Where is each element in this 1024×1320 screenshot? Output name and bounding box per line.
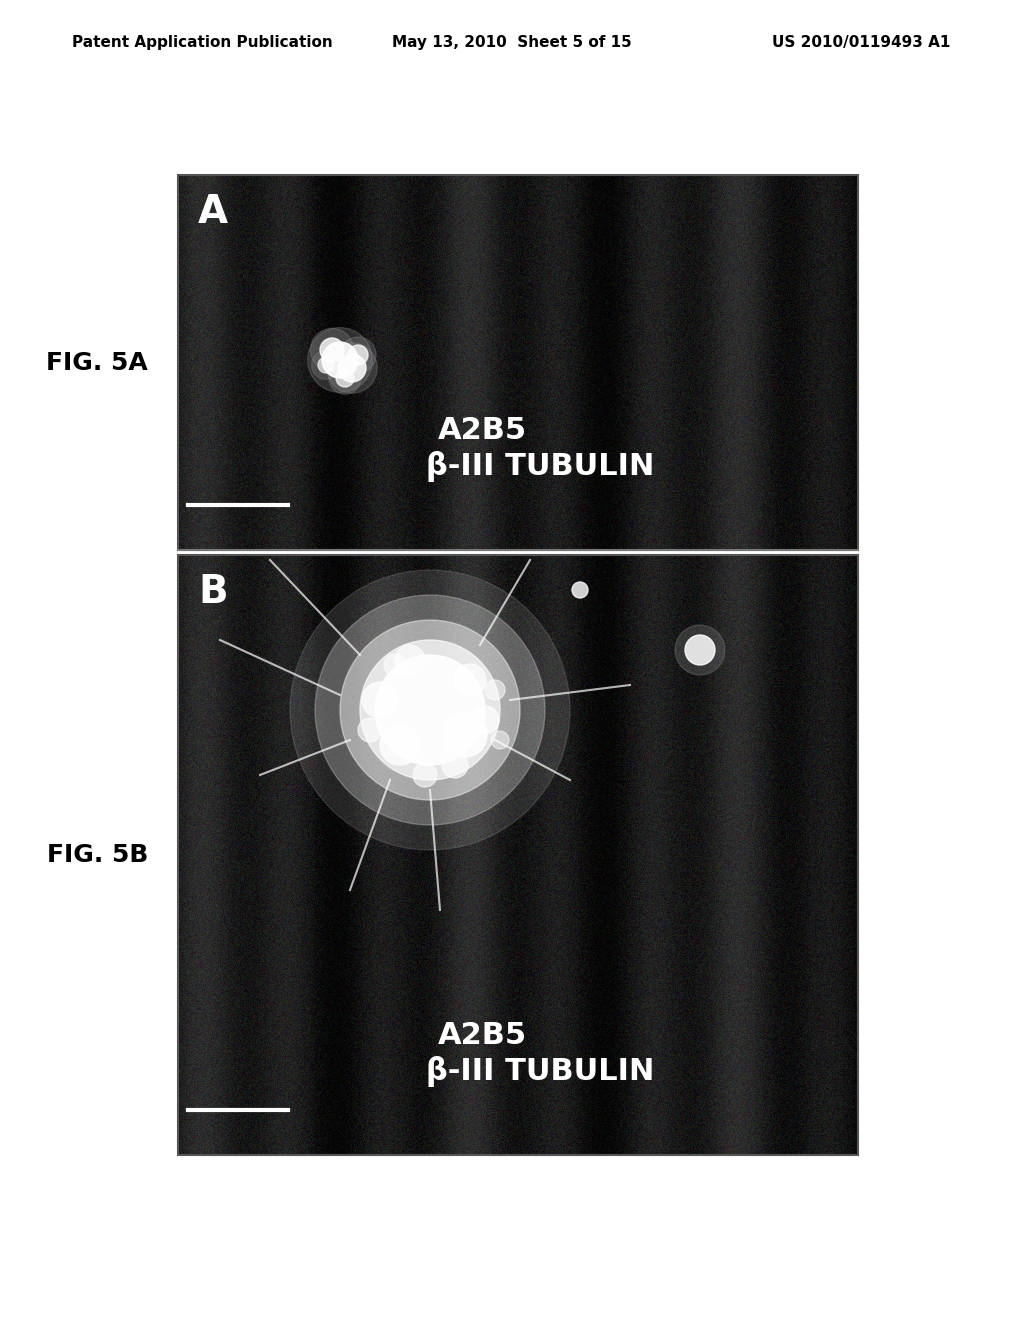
- Circle shape: [685, 635, 715, 665]
- Text: FIG. 5B: FIG. 5B: [47, 843, 148, 867]
- Circle shape: [395, 645, 425, 675]
- Circle shape: [307, 327, 373, 392]
- Circle shape: [315, 595, 545, 825]
- Circle shape: [490, 731, 509, 748]
- Circle shape: [290, 570, 570, 850]
- Circle shape: [319, 338, 344, 362]
- Circle shape: [348, 345, 368, 366]
- Text: B: B: [198, 573, 227, 611]
- Circle shape: [443, 713, 487, 756]
- Circle shape: [336, 370, 354, 387]
- Circle shape: [340, 337, 376, 374]
- Text: FIG. 5A: FIG. 5A: [46, 351, 148, 375]
- Circle shape: [471, 706, 499, 734]
- Circle shape: [572, 582, 588, 598]
- Text: May 13, 2010  Sheet 5 of 15: May 13, 2010 Sheet 5 of 15: [392, 36, 632, 50]
- Text: US 2010/0119493 A1: US 2010/0119493 A1: [772, 36, 950, 50]
- Circle shape: [338, 354, 366, 381]
- Circle shape: [384, 653, 406, 676]
- Circle shape: [375, 655, 485, 766]
- Circle shape: [322, 342, 358, 378]
- Circle shape: [413, 763, 437, 787]
- Bar: [178, 554, 858, 1155]
- Circle shape: [362, 682, 398, 718]
- Circle shape: [318, 356, 334, 374]
- Circle shape: [358, 718, 382, 742]
- Circle shape: [311, 351, 340, 379]
- Text: A: A: [198, 193, 228, 231]
- Circle shape: [485, 680, 505, 700]
- Circle shape: [360, 640, 500, 780]
- Text: A2B5: A2B5: [438, 416, 527, 445]
- Circle shape: [454, 664, 486, 696]
- Circle shape: [675, 624, 725, 675]
- Circle shape: [327, 343, 377, 393]
- Text: β-III TUBULIN: β-III TUBULIN: [426, 451, 654, 482]
- Circle shape: [340, 620, 520, 800]
- Text: β-III TUBULIN: β-III TUBULIN: [426, 1056, 654, 1086]
- Circle shape: [329, 362, 361, 395]
- Circle shape: [380, 725, 420, 766]
- Bar: [178, 176, 858, 550]
- Text: Patent Application Publication: Patent Application Publication: [72, 36, 333, 50]
- Circle shape: [442, 752, 468, 777]
- Text: A2B5: A2B5: [438, 1020, 527, 1049]
- Circle shape: [310, 329, 353, 372]
